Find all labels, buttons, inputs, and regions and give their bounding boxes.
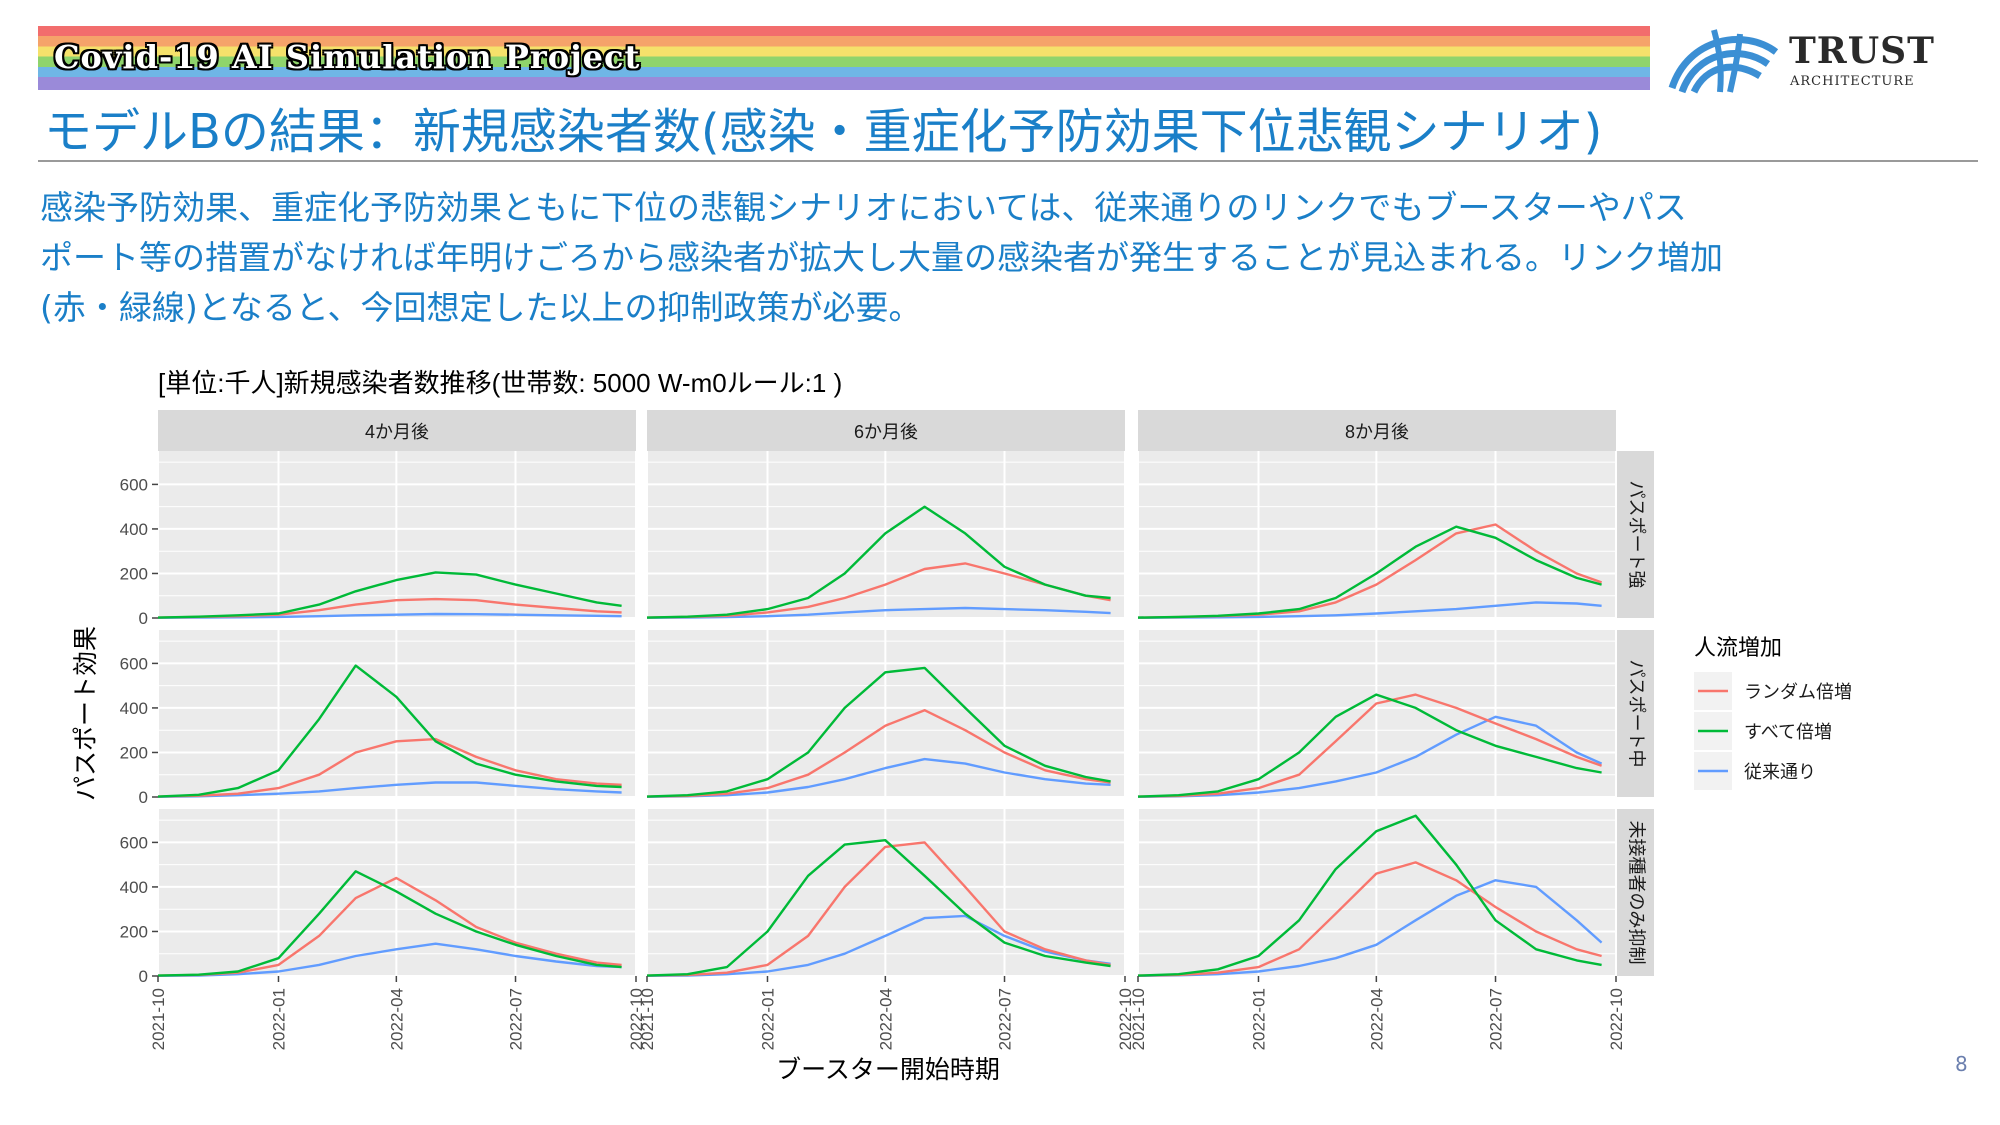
x-tick-label: 2021-10 [1129,988,1148,1050]
series-line [646,709,1111,798]
y-tick-label: 0 [139,788,148,807]
legend-title: 人流増加 [1694,635,1782,660]
company-logo: TRUST ARCHITECTURE [1664,22,1964,94]
title-divider [38,160,1978,162]
lead-line-2: ポート等の措置がなければ年明けごろから感染者が拡大し大量の感染者が発生することが… [40,238,1723,277]
series-line [157,942,622,977]
logo-subtitle: ARCHITECTURE [1790,74,1915,89]
lead-line-1: 感染予防効果、重症化予防効果ともに下位の悲観シナリオにおいては、従来通りのリンク… [40,188,1687,227]
series-line [1137,693,1603,798]
project-title: Covid-19 AI Simulation Project [54,38,641,76]
series-line [1137,814,1602,977]
chart-title: [単位:千人]新規感染者数推移(世帯数: 5000 W-m0ルール:1 ) [158,368,842,398]
y-tick-label: 600 [120,475,148,494]
facet-strip-col [1138,410,1616,451]
series-line [646,757,1111,798]
series-line [646,666,1111,798]
logo-arc-icon [1668,29,1779,94]
y-tick-label: 0 [139,967,148,986]
y-tick-label: 600 [120,833,148,852]
lead-line-3: (赤・緑線)となると、今回想定した以上の抑制政策が必要。 [40,288,922,327]
x-tick-label: 2021-10 [149,988,168,1050]
y-axis-title: パスポート効果 [72,626,100,801]
facet-col-label: 8か月後 [1345,422,1409,442]
legend-entry: すべて倍増 [1744,722,1832,742]
facet-strip-row [1616,630,1654,797]
y-tick-label: 600 [120,654,148,673]
facet-row-label: パスポート強 [1626,481,1646,589]
x-tick-label: 2021-10 [638,988,657,1050]
series-line [157,571,622,619]
facet-col-label: 6か月後 [854,422,918,442]
facet-strip-row [1616,809,1654,976]
x-tick-label: 2022-10 [1607,988,1626,1050]
page-number: 8 [1955,1052,1968,1076]
y-tick-label: 400 [120,878,148,897]
x-tick-label: 2022-01 [758,988,777,1050]
series-line [1137,715,1603,798]
x-tick-label: 2022-07 [507,988,526,1050]
series-line [1137,879,1603,977]
series-line [157,664,622,798]
x-tick-label: 2022-10 [627,988,646,1050]
x-tick-label: 2022-01 [1249,988,1268,1050]
facet-strip-col [647,410,1125,451]
series-line [157,870,622,977]
legend-entry: 従来通り [1744,762,1816,782]
x-tick-label: 2022-07 [1487,988,1506,1050]
x-tick-label: 2022-04 [1367,988,1386,1050]
y-tick-label: 200 [120,743,148,762]
y-tick-label: 200 [120,564,148,583]
facet-strip-col [158,410,636,451]
series-line [1137,525,1602,619]
series-line [646,606,1111,619]
y-tick-label: 400 [120,520,148,539]
series-line [1137,861,1602,977]
facet-strip-row [1616,451,1654,618]
x-tick-label: 2022-01 [269,988,288,1050]
series-line [1137,693,1602,798]
series-line [646,914,1111,977]
series-line [646,505,1111,619]
x-tick-label: 2022-07 [996,988,1015,1050]
logo-wordmark: TRUST [1789,30,1935,72]
legend-entry: ランダム倍増 [1744,682,1852,702]
facet-col-label: 4か月後 [365,422,429,442]
y-tick-label: 0 [139,609,148,628]
x-axis-title: ブースター開始時期 [776,1056,1000,1084]
page-title: モデルBの結果：新規感染者数(感染・重症化予防効果下位悲観シナリオ) [44,104,1603,160]
x-tick-label: 2022-04 [387,988,406,1050]
series-line [157,737,622,798]
x-tick-label: 2022-10 [1116,988,1135,1050]
facet-row-label: パスポート中 [1626,660,1646,768]
y-tick-label: 400 [120,699,148,718]
facet-row-label: 未接種者のみ抑制 [1626,821,1646,965]
series-line [646,839,1111,977]
series-line [157,781,622,798]
title-banner [38,26,1650,90]
series-line [646,841,1111,977]
lead-text: 感染予防効果、重症化予防効果ともに下位の悲観シナリオにおいては、従来通りのリンク… [40,183,1980,333]
y-tick-label: 200 [120,922,148,941]
x-tick-label: 2022-04 [876,988,895,1050]
